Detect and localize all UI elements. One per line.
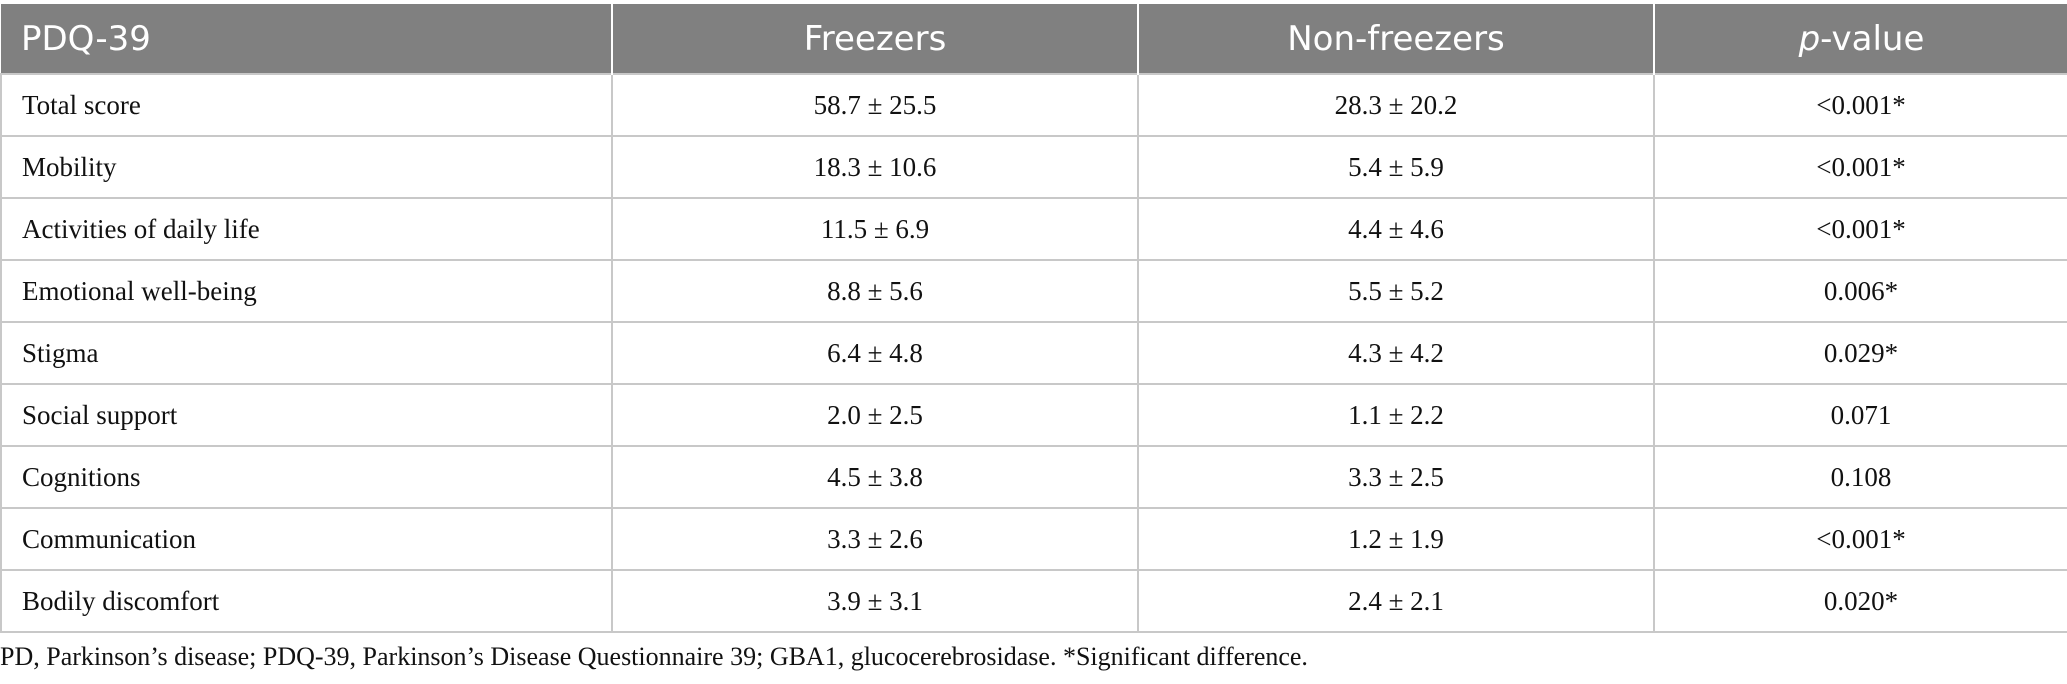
- header-p-suffix: -value: [1820, 18, 1925, 59]
- freezers-cell: 58.7 ± 25.5: [611, 73, 1139, 137]
- freezers-cell: 4.5 ± 3.8: [611, 445, 1139, 509]
- table-row: Emotional well-being 8.8 ± 5.6 5.5 ± 5.2…: [0, 259, 2067, 323]
- non-freezers-cell: 28.3 ± 20.2: [1137, 73, 1655, 137]
- p-value-cell: <0.001*: [1653, 507, 2067, 571]
- table-row: Cognitions 4.5 ± 3.8 3.3 ± 2.5 0.108: [0, 445, 2067, 509]
- freezers-cell: 6.4 ± 4.8: [611, 321, 1139, 385]
- p-value-cell: <0.001*: [1653, 197, 2067, 261]
- freezers-cell: 2.0 ± 2.5: [611, 383, 1139, 447]
- non-freezers-cell: 4.3 ± 4.2: [1137, 321, 1655, 385]
- row-label: Communication: [0, 507, 613, 571]
- row-label: Mobility: [0, 135, 613, 199]
- freezers-cell: 3.9 ± 3.1: [611, 569, 1139, 633]
- header-p-letter: p: [1798, 18, 1821, 59]
- row-label: Stigma: [0, 321, 613, 385]
- non-freezers-cell: 3.3 ± 2.5: [1137, 445, 1655, 509]
- table-footnote: PD, Parkinson’s disease; PDQ-39, Parkins…: [0, 642, 1308, 671]
- table-row: Bodily discomfort 3.9 ± 3.1 2.4 ± 2.1 0.…: [0, 569, 2067, 633]
- non-freezers-cell: 4.4 ± 4.6: [1137, 197, 1655, 261]
- row-label: Total score: [0, 73, 613, 137]
- header-freezers: Freezers: [611, 4, 1138, 74]
- non-freezers-cell: 2.4 ± 2.1: [1137, 569, 1655, 633]
- header-pdq39: PDQ-39: [1, 4, 612, 74]
- row-label: Bodily discomfort: [0, 569, 613, 633]
- non-freezers-cell: 5.4 ± 5.9: [1137, 135, 1655, 199]
- header-p-value: p-value: [1653, 4, 2067, 74]
- p-value-cell: 0.029*: [1653, 321, 2067, 385]
- header-non-freezers: Non-freezers: [1137, 4, 1654, 74]
- freezers-cell: 3.3 ± 2.6: [611, 507, 1139, 571]
- freezers-cell: 8.8 ± 5.6: [611, 259, 1139, 323]
- pdq39-table: PDQ-39 Freezers Non-freezers p-value Tot…: [0, 4, 2067, 633]
- table-row: Social support 2.0 ± 2.5 1.1 ± 2.2 0.071: [0, 383, 2067, 447]
- p-value-cell: <0.001*: [1653, 73, 2067, 137]
- table-row: Total score 58.7 ± 25.5 28.3 ± 20.2 <0.0…: [0, 73, 2067, 137]
- p-value-cell: 0.020*: [1653, 569, 2067, 633]
- row-label: Emotional well-being: [0, 259, 613, 323]
- p-value-cell: 0.108: [1653, 445, 2067, 509]
- non-freezers-cell: 1.2 ± 1.9: [1137, 507, 1655, 571]
- table-container: PDQ-39 Freezers Non-freezers p-value Tot…: [0, 4, 2067, 633]
- header-row: PDQ-39 Freezers Non-freezers p-value: [1, 4, 2067, 74]
- table-row: Communication 3.3 ± 2.6 1.2 ± 1.9 <0.001…: [0, 507, 2067, 571]
- non-freezers-cell: 1.1 ± 2.2: [1137, 383, 1655, 447]
- freezers-cell: 11.5 ± 6.9: [611, 197, 1139, 261]
- row-label: Activities of daily life: [0, 197, 613, 261]
- table-row: Stigma 6.4 ± 4.8 4.3 ± 4.2 0.029*: [0, 321, 2067, 385]
- row-label: Social support: [0, 383, 613, 447]
- p-value-cell: 0.071: [1653, 383, 2067, 447]
- p-value-cell: 0.006*: [1653, 259, 2067, 323]
- p-value-cell: <0.001*: [1653, 135, 2067, 199]
- non-freezers-cell: 5.5 ± 5.2: [1137, 259, 1655, 323]
- table-row: Activities of daily life 11.5 ± 6.9 4.4 …: [0, 197, 2067, 261]
- row-label: Cognitions: [0, 445, 613, 509]
- table-row: Mobility 18.3 ± 10.6 5.4 ± 5.9 <0.001*: [0, 135, 2067, 199]
- freezers-cell: 18.3 ± 10.6: [611, 135, 1139, 199]
